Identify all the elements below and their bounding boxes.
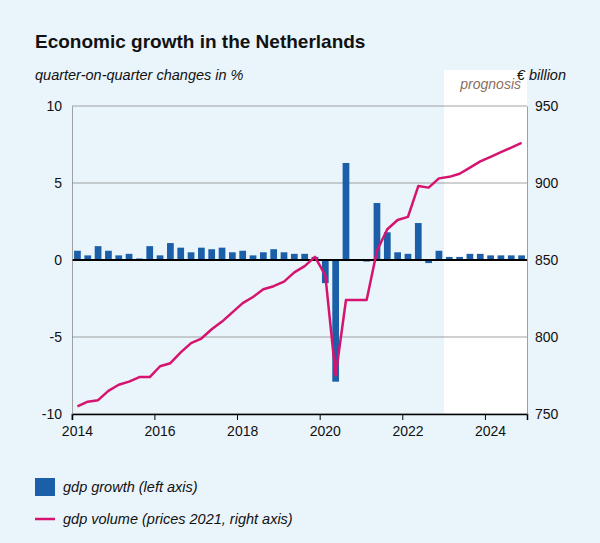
bar [436,251,443,260]
y2-axis-title: € billion [517,67,566,83]
bar [281,252,288,260]
y-tick-label: 0 [54,252,62,268]
x-tick-label: 2020 [310,423,341,439]
x-tick: 2022 [392,414,423,439]
x-tick-mark [237,414,238,420]
y2-tick-label: 750 [535,406,559,422]
y-tick: 10 [46,98,72,114]
legend-label: gdp growth (left axis) [63,479,198,495]
y-tick-label: 5 [54,175,62,191]
prognosis-shade [444,70,527,414]
bar [229,252,236,260]
x-tick: 2018 [227,414,258,439]
y2-axis: 750 800 850 900 950 [527,98,559,422]
x-tick-label: 2018 [227,423,258,439]
bar [343,163,350,260]
bar [239,251,246,260]
y2-tick: 800 [527,329,559,345]
bar [219,248,226,260]
y2-axis-line [527,107,528,415]
y-tick: -5 [50,329,72,345]
x-tick-mark [320,414,321,420]
line [77,143,521,406]
bar [260,252,267,260]
x-tick-label: 2014 [62,423,93,439]
bar [270,249,277,260]
y-tick: 0 [54,252,72,268]
y-axis-line [72,107,73,415]
bar [74,251,81,260]
x-tick: 2014 [62,414,93,439]
bar [167,243,174,260]
y2-tick: 950 [527,98,559,114]
x-axis: 2014 2016 2018 2020 2022 2024 [62,414,528,439]
y2-tick-label: 950 [535,98,559,114]
zero-line [72,259,527,261]
y2-tick: 850 [527,252,559,268]
grid [72,106,527,414]
x-tick-label: 2024 [475,423,506,439]
prognosis-label: prognosis [459,76,521,92]
y2-tick-label: 800 [535,329,559,345]
marks [72,143,527,406]
legend-swatch [35,478,55,496]
y2-tick-label: 850 [535,252,559,268]
x-tick: 2020 [310,414,341,439]
x-axis-line [73,415,528,421]
bar [198,248,205,260]
x-tick-label: 2016 [144,423,175,439]
x-tick-mark [402,414,403,420]
grid-line [72,106,527,107]
x-tick: 2016 [144,414,175,439]
y2-tick-label: 900 [535,175,559,191]
x-tick: 2024 [475,414,506,439]
title: Economic growth in the Netherlands [35,31,365,52]
x-tick-mark [154,414,155,420]
y2-tick: 750 [527,406,559,422]
bar [415,223,422,260]
x-tick-label: 2022 [392,423,423,439]
bar [394,252,401,260]
bar [105,251,112,260]
y2-tick: 900 [527,175,559,191]
x-tick-mark [485,414,486,420]
y-axis-title: quarter-on-quarter changes in % [35,67,244,83]
y-axis: -10 -5 0 5 10 [42,98,73,422]
y-tick-label: -5 [50,329,63,345]
y-tick: 5 [54,175,72,191]
bar [177,248,184,260]
y-tick: -10 [42,406,72,422]
legend: gdp growth (left axis) gdp volume (prices… [35,478,293,527]
bar [146,246,153,260]
y-tick-label: -10 [42,406,62,422]
bar [208,249,215,260]
grid-line [72,337,527,338]
legend-label: gdp volume (prices 2021, right axis) [63,511,293,527]
grid-line [72,183,527,184]
chart: Economic growth in the Netherlands quarte… [0,0,600,543]
bar [95,246,102,260]
bar [188,252,195,260]
x-tick-mark [72,414,73,420]
legend-swatch [35,518,55,521]
y-tick-label: 10 [46,98,62,114]
